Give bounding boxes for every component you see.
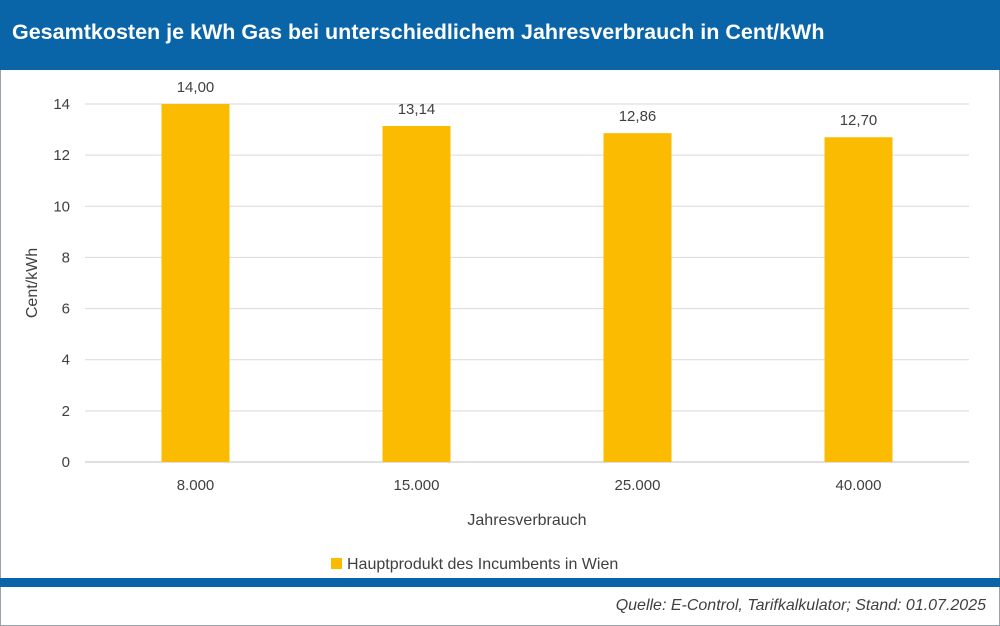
bar xyxy=(603,133,672,462)
bar xyxy=(161,104,230,462)
legend-swatch xyxy=(331,558,342,569)
legend-label: Hauptprodukt des Incumbents in Wien xyxy=(347,556,618,573)
data-label: 12,86 xyxy=(619,108,657,125)
y-tick-label: 0 xyxy=(62,454,70,471)
bar xyxy=(382,125,451,462)
x-tick-label: 15.000 xyxy=(394,477,440,494)
chart-title: Gesamtkosten je kWh Gas bei unterschiedl… xyxy=(12,20,825,44)
bar-chart: 0 2 4 6 8 10 12 14 14,00 8.000 13,14 15.000 12,86 25.… xyxy=(24,79,969,573)
data-label: 12,70 xyxy=(840,112,878,129)
y-tick-label: 6 xyxy=(62,301,70,318)
y-tick-label: 2 xyxy=(62,403,70,420)
x-axis-title: Jahresverbrauch xyxy=(467,512,586,529)
y-axis-title: Cent/kWh xyxy=(24,248,41,318)
source-note: Quelle: E-Control, Tarifkalkulator; Stan… xyxy=(615,597,986,614)
y-tick-label: 4 xyxy=(62,352,70,369)
chart-header: Gesamtkosten je kWh Gas bei unterschiedl… xyxy=(0,0,1000,70)
x-tick-label: 40.000 xyxy=(836,477,882,494)
x-tick-label: 8.000 xyxy=(177,477,215,494)
x-tick-label: 25.000 xyxy=(615,477,661,494)
y-tick-label: 8 xyxy=(62,249,70,266)
bar xyxy=(824,137,893,462)
y-tick-label: 14 xyxy=(53,96,70,113)
data-label: 13,14 xyxy=(398,101,436,118)
footer-rule xyxy=(0,578,1000,587)
y-tick-label: 12 xyxy=(53,147,70,164)
chart-area: 0 2 4 6 8 10 12 14 14,00 8.000 13,14 15.000 12,86 25.… xyxy=(0,70,1000,578)
data-label: 14,00 xyxy=(177,79,215,96)
y-tick-label: 10 xyxy=(53,198,70,215)
